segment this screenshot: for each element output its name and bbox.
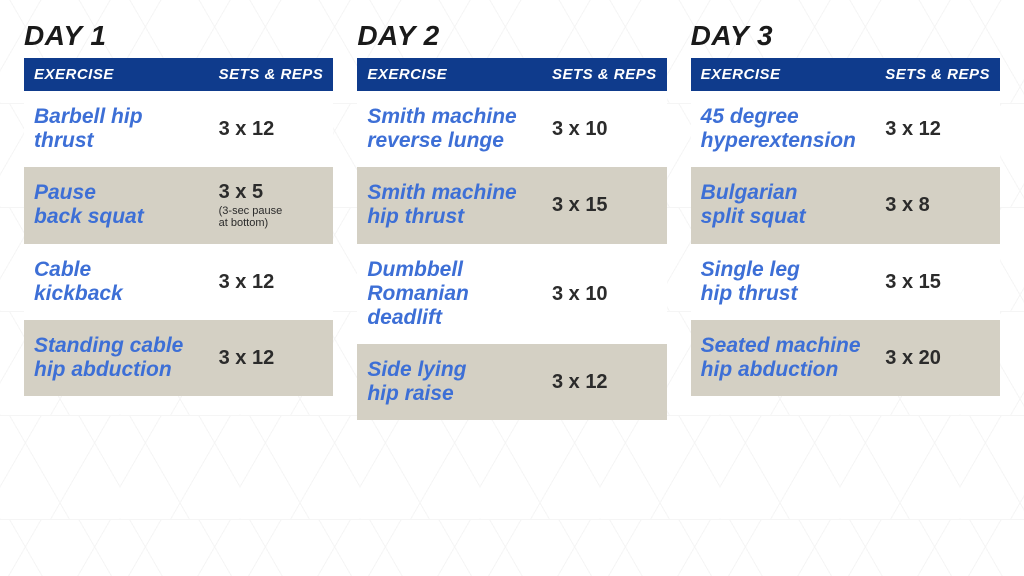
table-row: Bulgariansplit squat 3 x 8: [691, 167, 1000, 243]
exercise-cell: Single leghip thrust: [691, 244, 876, 320]
exercise-cell: Bulgariansplit squat: [691, 167, 876, 243]
sets-cell: 3 x 12: [209, 91, 334, 167]
table-header: EXERCISESETS & REPS: [357, 58, 666, 91]
exercise-cell: Barbell hipthrust: [24, 91, 209, 167]
sets-cell: 3 x 10: [542, 244, 667, 344]
table-row: Standing cablehip abduction 3 x 12: [24, 320, 333, 396]
table-row: Barbell hipthrust 3 x 12: [24, 91, 333, 167]
sets-cell: 3 x 8: [875, 167, 1000, 243]
exercise-cell: DumbbellRomaniandeadlift: [357, 244, 542, 344]
sets-cell: 3 x 15: [875, 244, 1000, 320]
sets-value: 3 x 10: [552, 283, 608, 305]
exercise-cell: Side lyinghip raise: [357, 344, 542, 420]
table-row: Side lyinghip raise 3 x 12: [357, 344, 666, 420]
sets-cell: 3 x 12: [209, 244, 334, 320]
exercise-cell: Pauseback squat: [24, 167, 209, 243]
table-row: Cablekickback 3 x 12: [24, 244, 333, 320]
sets-value: 3 x 8: [885, 194, 929, 216]
workout-plan: DAY 1EXERCISESETS & REPSBarbell hipthrus…: [24, 20, 1000, 420]
workout-table: EXERCISESETS & REPS45 degreehyperextensi…: [691, 58, 1000, 396]
sets-cell: 3 x 10: [542, 91, 667, 167]
workout-table: EXERCISESETS & REPSSmith machinereverse …: [357, 58, 666, 420]
sets-value: 3 x 20: [885, 347, 941, 369]
sets-value: 3 x 12: [552, 371, 608, 393]
day-column-3: DAY 3 EXERCISESETS & REPS45 degreehyperex…: [691, 20, 1000, 420]
sets-cell: 3 x 20: [875, 320, 1000, 396]
sets-cell: 3 x 12: [542, 344, 667, 420]
exercise-cell: 45 degreehyperextension: [691, 91, 876, 167]
header-exercise: EXERCISE: [357, 58, 542, 91]
day-column-1: DAY 1 EXERCISESETS & REPSBarbell hipthrus…: [24, 20, 333, 420]
table-row: Smith machinehip thrust 3 x 15: [357, 167, 666, 243]
exercise-cell: Cablekickback: [24, 244, 209, 320]
sets-cell: 3 x 12: [209, 320, 334, 396]
table-row: DumbbellRomaniandeadlift 3 x 10: [357, 244, 666, 344]
table-row: Seated machinehip abduction 3 x 20: [691, 320, 1000, 396]
sets-value: 3 x 12: [219, 271, 275, 293]
sets-note: (3-sec pauseat bottom): [219, 205, 324, 229]
day-title: DAY 3: [691, 20, 1000, 52]
day-title: DAY 1: [24, 20, 333, 52]
header-exercise: EXERCISE: [691, 58, 876, 91]
exercise-cell: Smith machinehip thrust: [357, 167, 542, 243]
header-sets: SETS & REPS: [209, 58, 334, 91]
table-header: EXERCISESETS & REPS: [691, 58, 1000, 91]
sets-cell: 3 x 12: [875, 91, 1000, 167]
sets-cell: 3 x 5(3-sec pauseat bottom): [209, 167, 334, 243]
day-title: DAY 2: [357, 20, 666, 52]
table-row: Pauseback squat3 x 5(3-sec pauseat botto…: [24, 167, 333, 243]
table-row: Smith machinereverse lunge 3 x 10: [357, 91, 666, 167]
header-exercise: EXERCISE: [24, 58, 209, 91]
sets-value: 3 x 12: [885, 118, 941, 140]
sets-value: 3 x 15: [552, 194, 608, 216]
exercise-cell: Standing cablehip abduction: [24, 320, 209, 396]
workout-table: EXERCISESETS & REPSBarbell hipthrust3 x …: [24, 58, 333, 396]
exercise-cell: Seated machinehip abduction: [691, 320, 876, 396]
exercise-cell: Smith machinereverse lunge: [357, 91, 542, 167]
sets-cell: 3 x 15: [542, 167, 667, 243]
sets-value: 3 x 5: [219, 181, 263, 203]
sets-value: 3 x 10: [552, 118, 608, 140]
table-row: Single leghip thrust 3 x 15: [691, 244, 1000, 320]
sets-value: 3 x 12: [219, 118, 275, 140]
sets-value: 3 x 12: [219, 347, 275, 369]
header-sets: SETS & REPS: [875, 58, 1000, 91]
sets-value: 3 x 15: [885, 271, 941, 293]
header-sets: SETS & REPS: [542, 58, 667, 91]
table-row: 45 degreehyperextension 3 x 12: [691, 91, 1000, 167]
day-column-2: DAY 2 EXERCISESETS & REPSSmith machinerev…: [357, 20, 666, 420]
table-header: EXERCISESETS & REPS: [24, 58, 333, 91]
